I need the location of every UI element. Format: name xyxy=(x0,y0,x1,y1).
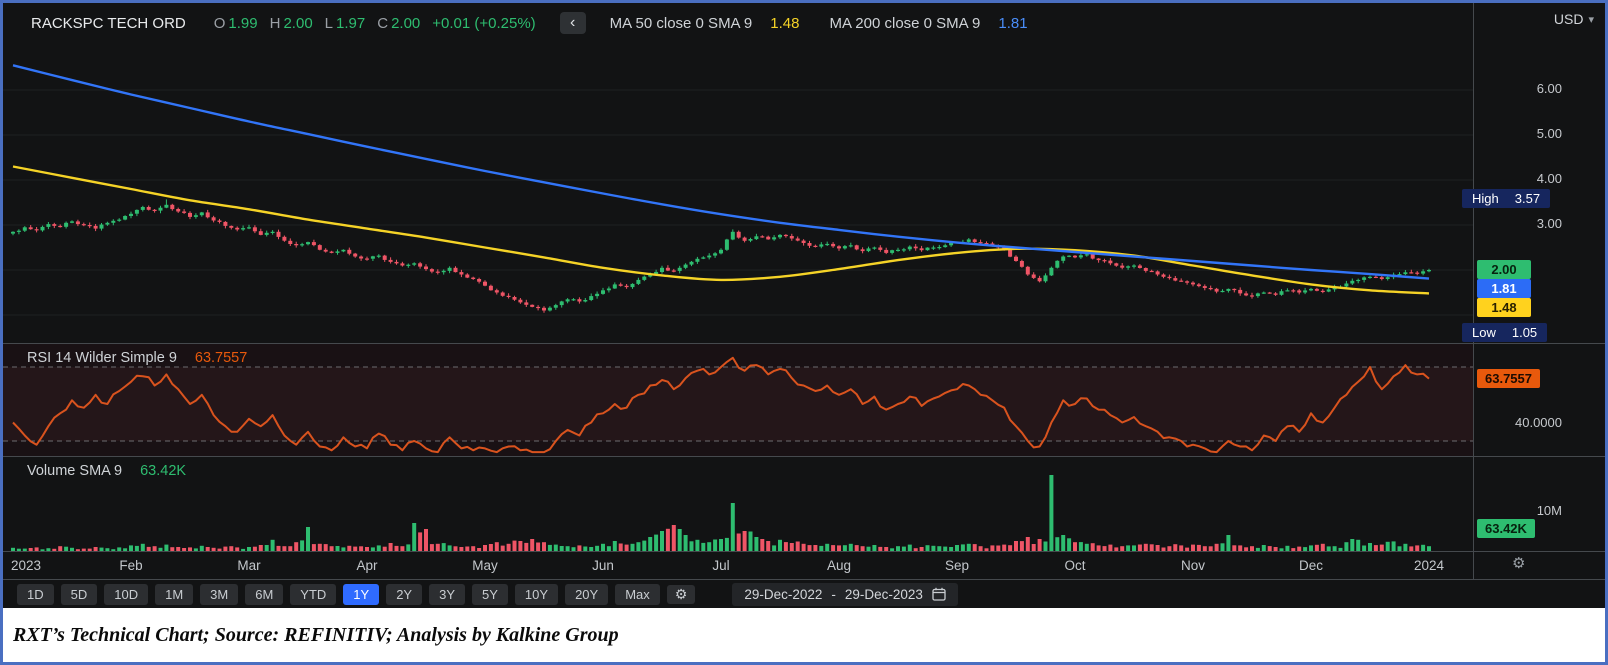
volume-panel: Volume SMA 9 63.42K xyxy=(3,457,1473,551)
x-axis-tick: Apr xyxy=(356,558,378,573)
toolbar-gear-button[interactable]: ⚙ xyxy=(666,584,696,604)
rsi-chart-canvas[interactable] xyxy=(3,344,1473,456)
ma50-legend-label: MA 50 close 0 SMA 9 xyxy=(609,14,753,32)
axis-gear-icon[interactable]: ⚙ xyxy=(1512,555,1526,572)
range-button-2y[interactable]: 2Y xyxy=(386,583,423,605)
range-button-ytd[interactable]: YTD xyxy=(290,583,337,605)
range-buttons-group: 1D 5D 10D 1M 3M 6M YTD 1Y 2Y 3Y 5Y 10Y 20Y Max xyxy=(17,583,660,605)
panel-divider xyxy=(3,456,1605,457)
x-axis: 2023 Feb Mar Apr May Jun Jul Aug Sep Oct Nov Dec 202… xyxy=(3,552,1473,579)
rsi-panel: RSI 14 Wilder Simple 9 63.7557 xyxy=(3,344,1473,456)
rsi-line xyxy=(12,356,1430,454)
low-value: L 1.97 xyxy=(324,14,366,32)
ma200-line xyxy=(12,64,1430,280)
x-axis-tick: Dec xyxy=(1298,558,1324,573)
rsi-value-badge: 63.7557 xyxy=(1477,369,1540,388)
panel-divider xyxy=(3,343,1605,344)
x-axis-tick: Feb xyxy=(119,558,143,573)
high-value: H 2.00 xyxy=(269,14,313,32)
chart-application: RACKSPC TECH ORD O 1.99 H 2.00 L 1.97 C 2.00… xyxy=(3,3,1605,608)
range-button-10y[interactable]: 10Y xyxy=(514,583,559,605)
rsi-label: RSI 14 Wilder Simple 9 xyxy=(27,350,177,366)
candles-group xyxy=(11,199,1431,313)
collapse-legend-button[interactable]: ‹ xyxy=(559,12,586,34)
volume-header: Volume SMA 9 63.42K xyxy=(27,463,186,479)
caption-text: RXT’s Technical Chart; Source: REFINITIV… xyxy=(13,623,619,646)
rsi-value: 63.7557 xyxy=(194,350,248,366)
range-button-3m[interactable]: 3M xyxy=(200,583,239,605)
ma50-price-badge: 1.48 xyxy=(1477,298,1531,317)
currency-label: USD xyxy=(1553,11,1584,27)
chevron-down-icon: ▾ xyxy=(1588,13,1594,26)
price-chart-canvas[interactable] xyxy=(3,3,1473,343)
volume-sma-value: 63.42K xyxy=(140,463,187,479)
last-price-badge: 2.00 xyxy=(1477,260,1531,279)
close-value: C 2.00 xyxy=(377,14,421,32)
currency-selector[interactable]: USD ▾ xyxy=(1554,11,1594,27)
range-button-20y[interactable]: 20Y xyxy=(565,583,609,605)
price-panel: RACKSPC TECH ORD O 1.99 H 2.00 L 1.97 C 2.00… xyxy=(3,3,1473,343)
x-axis-tick: Nov xyxy=(1180,558,1206,573)
rsi-tick: 40.0000 xyxy=(1515,415,1562,430)
date-start: 29-Dec-2022 xyxy=(744,586,823,602)
range-button-3y[interactable]: 3Y xyxy=(429,583,466,605)
range-button-1m[interactable]: 1M xyxy=(155,583,194,605)
x-axis-tick: 2024 xyxy=(1413,558,1445,573)
ma200-legend-value: 1.81 xyxy=(998,14,1028,32)
ma200-price-badge: 1.81 xyxy=(1477,279,1531,298)
low-badge: Low 1.05 xyxy=(1462,323,1548,342)
panel-divider xyxy=(3,551,1605,552)
panel-divider xyxy=(3,579,1605,580)
range-button-max[interactable]: Max xyxy=(615,583,660,605)
ma50-line xyxy=(12,165,1430,295)
price-tick: 5.00 xyxy=(1536,126,1562,141)
gear-icon: ⚙ xyxy=(674,585,688,602)
range-button-5y[interactable]: 5Y xyxy=(472,583,508,605)
x-axis-tick: 2023 xyxy=(11,558,42,573)
price-tick: 3.00 xyxy=(1536,216,1562,231)
x-axis-tick: Jul xyxy=(712,558,730,573)
caption-strip: RXT’s Technical Chart; Source: REFINITIV… xyxy=(3,608,1605,662)
range-toolbar: 1D 5D 10D 1M 3M 6M YTD 1Y 2Y 3Y 5Y 10Y 20Y Max ⚙ 29-D… xyxy=(3,580,1605,608)
date-end: 29-Dec-2023 xyxy=(844,586,923,602)
volume-tick: 10M xyxy=(1536,503,1562,518)
date-range-control[interactable]: 29-Dec-2022 - 29-Dec-2023 xyxy=(732,582,958,606)
instrument-name: RACKSPC TECH ORD xyxy=(31,14,186,32)
ma200-legend-label: MA 200 close 0 SMA 9 xyxy=(829,14,981,32)
price-tick: 6.00 xyxy=(1536,81,1562,96)
range-button-10d[interactable]: 10D xyxy=(104,583,149,605)
change-value: +0.01 (+0.25%) xyxy=(432,14,536,32)
chevron-left-icon: ‹ xyxy=(570,14,576,31)
date-separator: - xyxy=(831,586,836,602)
range-button-1d[interactable]: 1D xyxy=(17,583,54,605)
x-axis-tick: Oct xyxy=(1064,558,1086,573)
calendar-icon xyxy=(932,587,946,601)
x-axis-tick: Sep xyxy=(944,558,970,573)
open-value: O 1.99 xyxy=(213,14,258,32)
x-axis-tick: Aug xyxy=(826,558,852,573)
range-button-5d[interactable]: 5D xyxy=(60,583,98,605)
ma50-legend-value: 1.48 xyxy=(770,14,800,32)
chart-header: RACKSPC TECH ORD O 1.99 H 2.00 L 1.97 C 2.00… xyxy=(31,12,1028,34)
volume-chart-canvas[interactable] xyxy=(3,457,1473,551)
range-button-1y[interactable]: 1Y xyxy=(343,583,380,605)
range-button-6m[interactable]: 6M xyxy=(245,583,284,605)
price-tick: 4.00 xyxy=(1536,171,1562,186)
rsi-header: RSI 14 Wilder Simple 9 63.7557 xyxy=(27,350,247,366)
x-axis-tick: Mar xyxy=(237,558,261,573)
volume-label: Volume SMA 9 xyxy=(27,463,123,479)
x-axis-tick: May xyxy=(472,558,498,573)
volume-sma-badge: 63.42K xyxy=(1477,519,1535,538)
x-axis-tick: Jun xyxy=(592,558,614,573)
volume-bars xyxy=(11,475,1431,551)
high-badge: High 3.57 xyxy=(1462,189,1551,208)
price-axis-column: USD ▾ 6.00 5.00 4.00 3.00 High 3.57 2.00 … xyxy=(1462,3,1605,579)
